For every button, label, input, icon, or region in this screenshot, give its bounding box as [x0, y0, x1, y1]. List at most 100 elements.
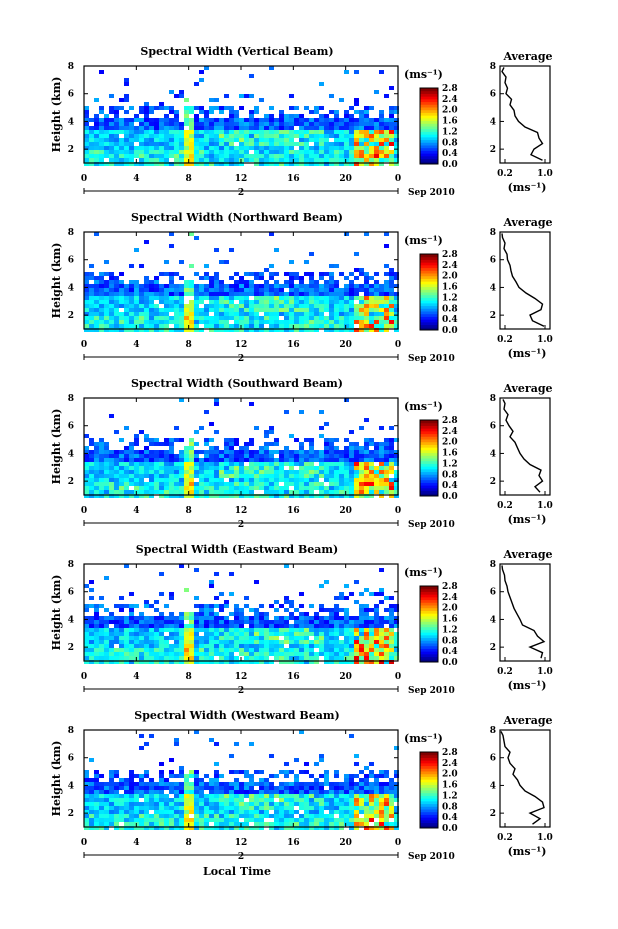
- heatmap-cell: [269, 826, 274, 830]
- heatmap-cell: [339, 624, 344, 628]
- colorbar-unit: (ms⁻¹): [404, 732, 443, 745]
- heatmap-cell: [379, 328, 384, 332]
- heatmap-cell: [159, 102, 164, 106]
- colorbar-swatch: [420, 324, 438, 328]
- heatmap-cell: [184, 328, 189, 332]
- heatmap-cell: [104, 142, 109, 146]
- heatmap-cell: [189, 142, 194, 146]
- heatmap-cell: [144, 652, 149, 656]
- heatmap-cell: [209, 632, 214, 636]
- heatmap-cell: [319, 158, 324, 162]
- heatmap-cell: [394, 462, 399, 466]
- heatmap-cell: [179, 94, 184, 98]
- heatmap-cell: [309, 458, 314, 462]
- heatmap-cell: [104, 450, 109, 454]
- heatmap-cell: [324, 272, 329, 276]
- heatmap-cell: [174, 454, 179, 458]
- heatmap-cell: [354, 762, 359, 766]
- heatmap-cell: [119, 454, 124, 458]
- heatmap-cell: [389, 470, 394, 474]
- heatmap-cell: [119, 806, 124, 810]
- heatmap-cell: [319, 466, 324, 470]
- heatmap-cell: [344, 288, 349, 292]
- heatmap-cell: [384, 264, 389, 268]
- heatmap-cell: [129, 652, 134, 656]
- heatmap-cell: [189, 652, 194, 656]
- heatmap-cell: [259, 640, 264, 644]
- heatmap-cell: [114, 794, 119, 798]
- heatmap-cell: [264, 320, 269, 324]
- heatmap-cell: [364, 648, 369, 652]
- heatmap-cell: [169, 118, 174, 122]
- heatmap-cell: [344, 584, 349, 588]
- colorbar-frame: [419, 585, 439, 663]
- heatmap-cell: [199, 458, 204, 462]
- heatmap-cell: [199, 822, 204, 826]
- heatmap-cell: [339, 596, 344, 600]
- heatmap-cell: [254, 802, 259, 806]
- avg-y-tick-label: 6: [490, 256, 496, 266]
- heatmap-cell: [249, 138, 254, 142]
- heatmap-cell: [129, 660, 134, 664]
- heatmap-cell: [284, 790, 289, 794]
- heatmap-cell: [389, 316, 394, 320]
- heatmap-cell: [329, 806, 334, 810]
- heatmap-cell: [179, 300, 184, 304]
- heatmap-cell: [159, 826, 164, 830]
- heatmap-cell: [364, 624, 369, 628]
- heatmap-cell: [259, 328, 264, 332]
- heatmap-cell: [194, 814, 199, 818]
- heatmap-cell: [269, 320, 274, 324]
- heatmap-cell: [234, 470, 239, 474]
- heatmap-cell: [379, 150, 384, 154]
- heatmap-cell: [194, 568, 199, 572]
- heatmap-cell: [204, 640, 209, 644]
- heatmap-cell: [384, 122, 389, 126]
- heatmap-cell: [344, 624, 349, 628]
- colorbar-tick-label: 0.8: [442, 636, 458, 646]
- heatmap-cell: [389, 438, 394, 442]
- heatmap-cell: [214, 486, 219, 490]
- heatmap-cell: [109, 106, 114, 110]
- heatmap-cell: [294, 328, 299, 332]
- heatmap-cell: [344, 450, 349, 454]
- heatmap-cell: [349, 288, 354, 292]
- heatmap-cell: [354, 636, 359, 640]
- heatmap-cell: [354, 296, 359, 300]
- heatmap-cell: [374, 608, 379, 612]
- heatmap-cell: [244, 280, 249, 284]
- heatmap-cell: [169, 328, 174, 332]
- heatmap-cell: [149, 154, 154, 158]
- heatmap-cell: [269, 118, 274, 122]
- heatmap-cell: [389, 790, 394, 794]
- heatmap-cell: [204, 462, 209, 466]
- heatmap-cell: [324, 308, 329, 312]
- heatmap-cell: [379, 162, 384, 166]
- heatmap-cell: [329, 272, 334, 276]
- heatmap-cell: [149, 482, 154, 486]
- colorbar-swatch: [420, 420, 438, 424]
- heatmap-cell: [134, 620, 139, 624]
- heatmap-cell: [359, 296, 364, 300]
- heatmap-cell: [264, 434, 269, 438]
- heatmap-cell: [174, 146, 179, 150]
- heatmap-cell: [274, 466, 279, 470]
- heatmap-cell: [109, 458, 114, 462]
- heatmap-cell: [314, 632, 319, 636]
- heatmap-cell: [114, 656, 119, 660]
- heatmap-cell: [289, 272, 294, 276]
- heatmap-cell: [179, 134, 184, 138]
- colorbar-swatch: [420, 613, 438, 617]
- heatmap-cell: [334, 138, 339, 142]
- panel-title: Spectral Width (Northward Beam): [131, 211, 343, 224]
- heatmap-cell: [259, 660, 264, 664]
- heatmap-cell: [189, 786, 194, 790]
- heatmap-cell: [94, 802, 99, 806]
- heatmap-cell: [89, 138, 94, 142]
- heatmap-cell: [239, 320, 244, 324]
- colorbar-tick-label: 0.0: [442, 160, 458, 170]
- colorbar-swatch: [420, 319, 438, 323]
- heatmap-cell: [304, 320, 309, 324]
- heatmap-cell: [149, 110, 154, 114]
- heatmap-cell: [304, 126, 309, 130]
